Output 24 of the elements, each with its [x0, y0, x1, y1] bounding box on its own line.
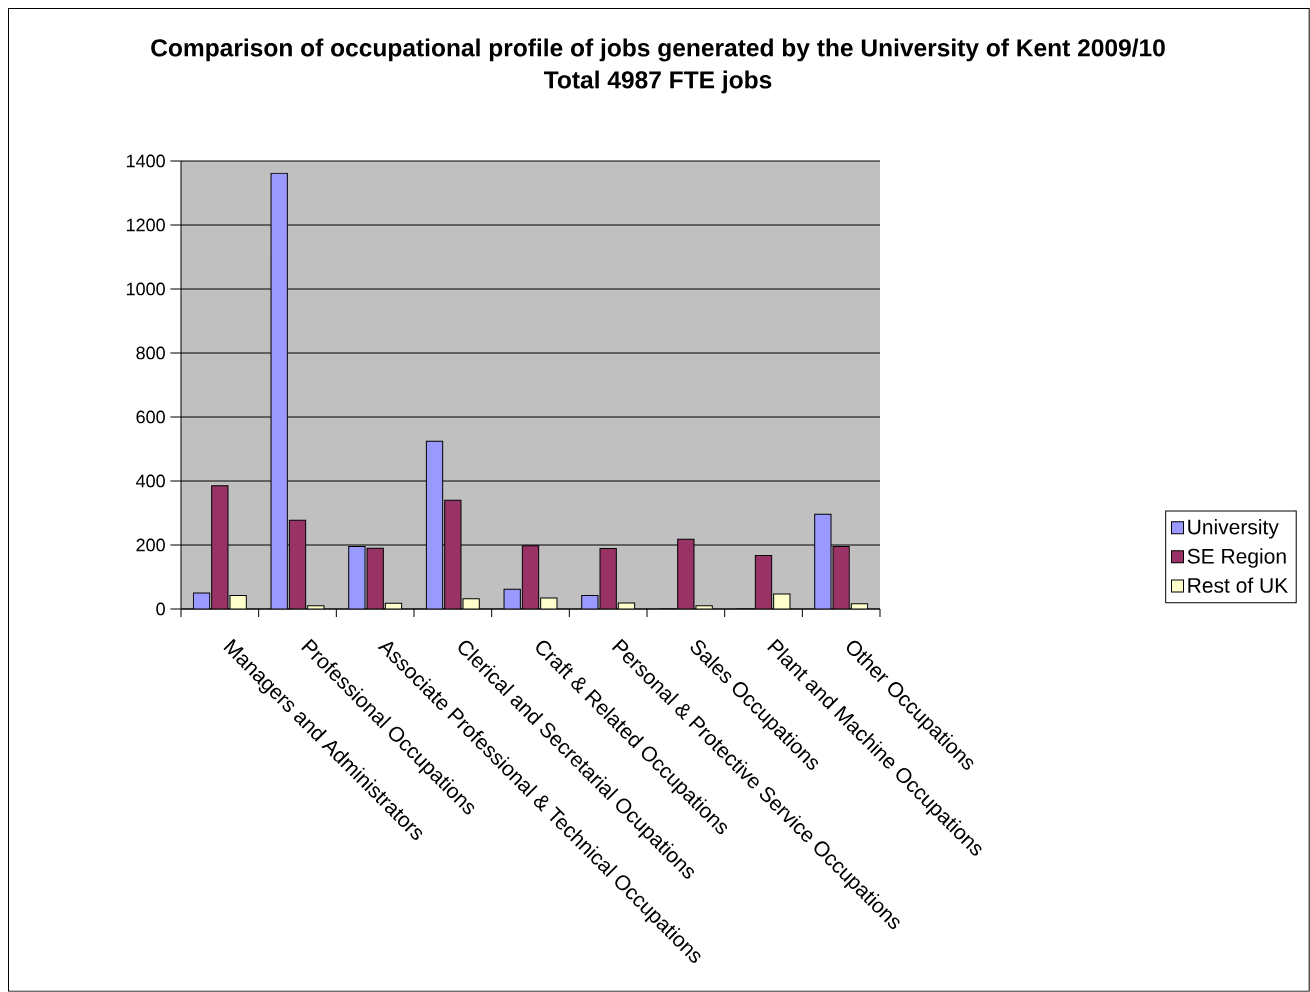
- y-tick-label: 600: [136, 410, 165, 424]
- chart-title: Comparison of occupational profile of jobs generated by the University of Kent 2009/10: [151, 38, 1165, 62]
- legend-label: SE Region: [1187, 548, 1286, 568]
- y-tick-label: 400: [136, 474, 165, 488]
- bar: [348, 546, 366, 609]
- bar: [832, 546, 850, 609]
- y-tick-label: 0: [156, 602, 165, 616]
- y-tick-label: 1400: [126, 154, 165, 168]
- bar: [211, 485, 229, 609]
- y-tick-label: 800: [136, 346, 165, 360]
- bar: [270, 172, 288, 609]
- bar: [444, 499, 462, 609]
- bar: [814, 513, 832, 609]
- bar: [521, 545, 540, 609]
- y-tick-label: 1200: [126, 218, 165, 232]
- y-tick-label: 200: [136, 538, 165, 552]
- legend-label: University: [1188, 519, 1279, 539]
- legend-label: Rest of UK: [1188, 577, 1288, 593]
- bar: [288, 519, 307, 609]
- chart-subtitle: Total 4987 FTE jobs: [543, 70, 772, 94]
- y-tick-label: 1000: [126, 282, 165, 296]
- bar: [677, 538, 695, 609]
- bar: [425, 440, 444, 609]
- bar: [599, 548, 617, 609]
